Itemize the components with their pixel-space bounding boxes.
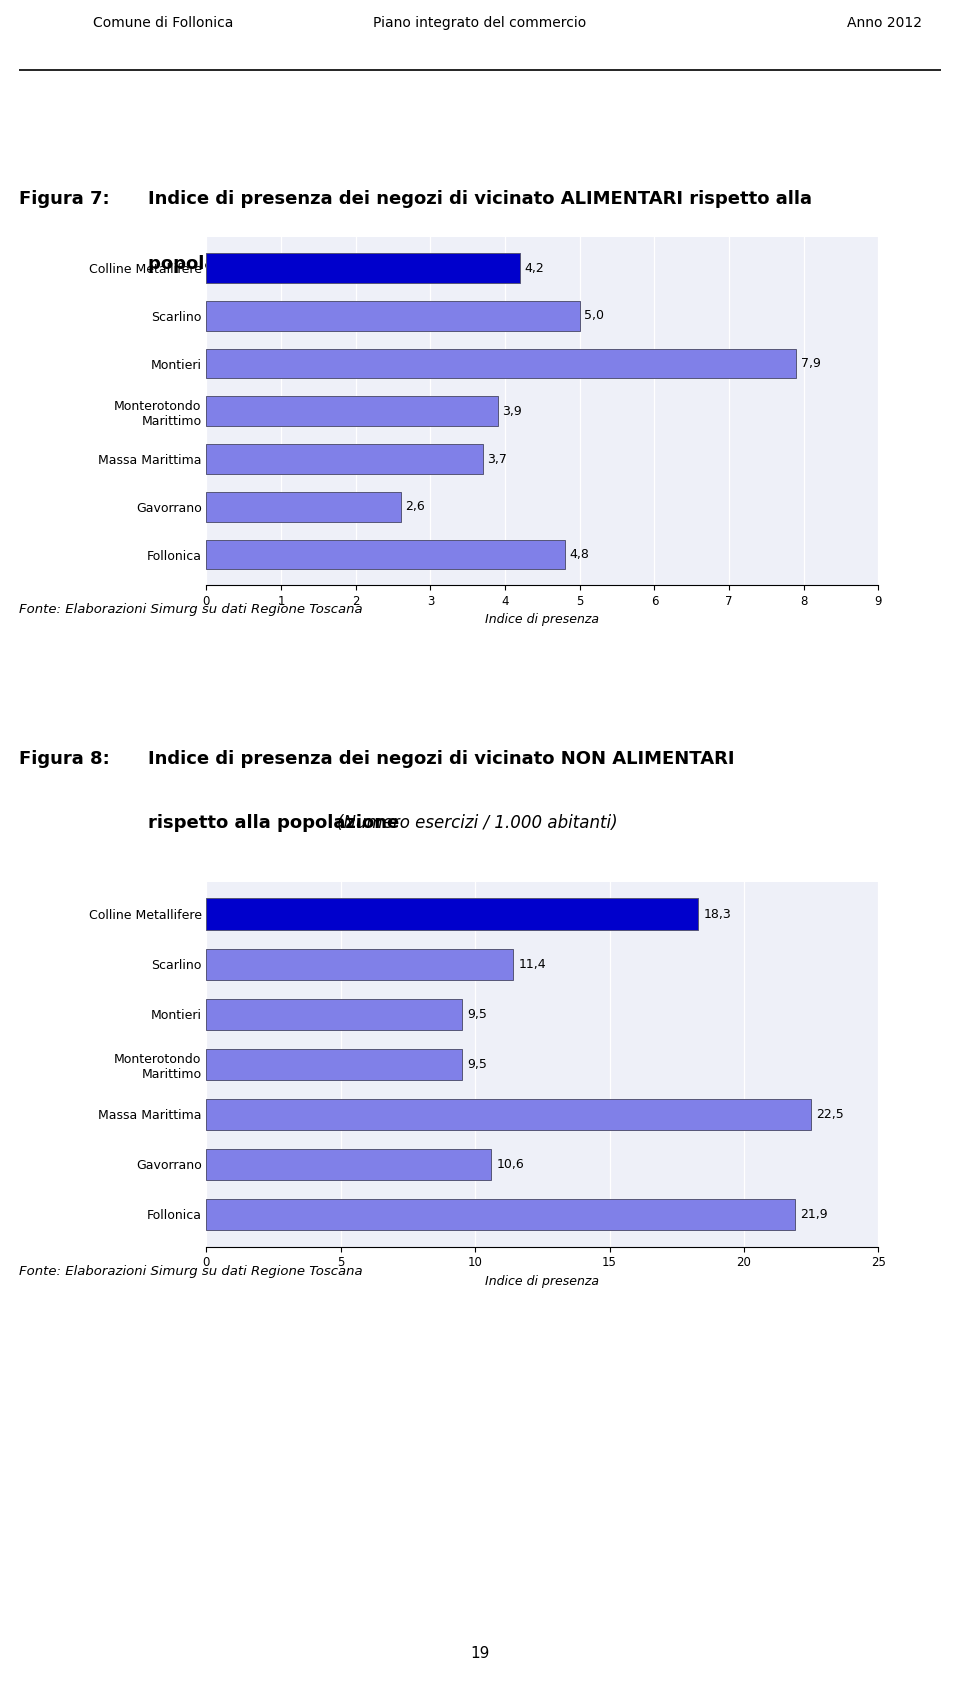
Bar: [206, 948, 513, 980]
Text: Figura 7:: Figura 7:: [19, 190, 109, 209]
Bar: [206, 1199, 795, 1230]
Text: (Numero esercizi / 1.000 abitanti): (Numero esercizi / 1.000 abitanti): [337, 814, 618, 833]
Text: Fonte: Elaborazioni Simurg su dati Regione Toscana: Fonte: Elaborazioni Simurg su dati Regio…: [19, 1265, 363, 1277]
Text: popolazione: popolazione: [148, 254, 276, 273]
Bar: [206, 349, 796, 378]
Text: Figura 8:: Figura 8:: [19, 750, 110, 768]
Bar: [206, 397, 497, 426]
Text: Piano integrato del commercio: Piano integrato del commercio: [373, 15, 587, 31]
Text: 5,0: 5,0: [585, 309, 604, 322]
Text: 21,9: 21,9: [801, 1208, 828, 1221]
Text: 3,7: 3,7: [487, 453, 507, 465]
Text: 19: 19: [470, 1647, 490, 1660]
Text: Indice di presenza dei negozi di vicinato ALIMENTARI rispetto alla: Indice di presenza dei negozi di vicinat…: [148, 190, 812, 209]
Bar: [206, 1148, 492, 1180]
Text: 22,5: 22,5: [817, 1107, 845, 1121]
Text: Anno 2012: Anno 2012: [848, 15, 923, 31]
X-axis label: Indice di presenza: Indice di presenza: [486, 614, 599, 626]
Text: 11,4: 11,4: [518, 958, 546, 970]
Bar: [206, 1048, 462, 1080]
Bar: [206, 300, 580, 331]
Text: rispetto alla popolazione: rispetto alla popolazione: [148, 814, 406, 833]
Text: 2,6: 2,6: [405, 500, 424, 514]
Text: 10,6: 10,6: [496, 1158, 524, 1170]
Text: Comune di Follonica: Comune di Follonica: [93, 15, 233, 31]
Text: Indice di presenza dei negozi di vicinato NON ALIMENTARI: Indice di presenza dei negozi di vicinat…: [148, 750, 734, 768]
Text: 9,5: 9,5: [468, 1058, 487, 1070]
Bar: [206, 253, 520, 283]
Text: (Numero esercizi / 1.000 abitanti): (Numero esercizi / 1.000 abitanti): [263, 254, 544, 273]
Bar: [206, 539, 564, 570]
Text: 18,3: 18,3: [704, 907, 732, 921]
Bar: [206, 1099, 811, 1130]
Bar: [206, 899, 698, 929]
Text: 3,9: 3,9: [502, 405, 522, 417]
Bar: [206, 444, 483, 473]
Text: 4,2: 4,2: [524, 261, 544, 275]
Bar: [206, 999, 462, 1029]
Text: 9,5: 9,5: [468, 1007, 487, 1021]
Text: 7,9: 7,9: [801, 358, 821, 370]
Text: 4,8: 4,8: [569, 548, 589, 561]
X-axis label: Indice di presenza: Indice di presenza: [486, 1275, 599, 1287]
Text: Fonte: Elaborazioni Simurg su dati Regione Toscana: Fonte: Elaborazioni Simurg su dati Regio…: [19, 604, 363, 616]
Bar: [206, 492, 400, 522]
